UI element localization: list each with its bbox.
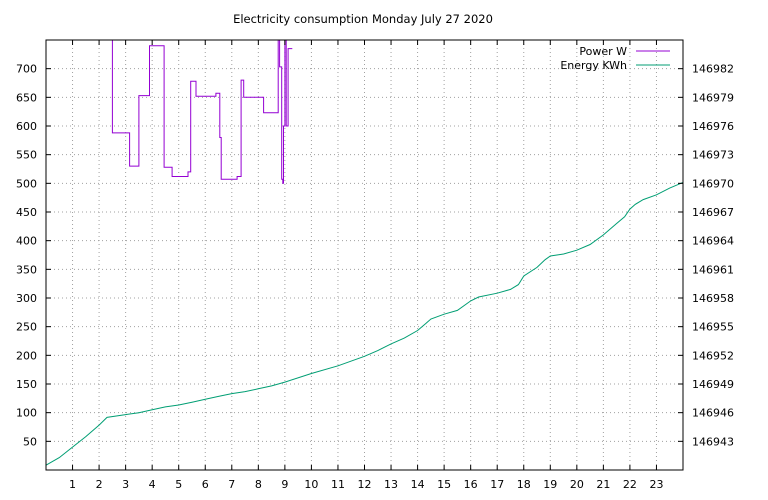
y2-tick-label: 146970 [692,177,734,190]
x-tick-label: 19 [543,478,557,491]
x-tick-label: 17 [490,478,504,491]
chart-title: Electricity consumption Monday July 27 2… [233,12,493,26]
y-tick-label: 50 [23,435,37,448]
y2-tick-label: 146949 [692,378,734,391]
y2-tick-label: 146952 [692,349,734,362]
y-tick-label: 700 [16,63,37,76]
y2-tick-label: 146946 [692,407,734,420]
y2-tick-label: 146979 [692,91,734,104]
x-tick-label: 1 [69,478,76,491]
y2-tick-label: 146967 [692,206,734,219]
grid [46,40,683,470]
x-tick-label: 5 [175,478,182,491]
x-tick-label: 6 [202,478,209,491]
x-tick-label: 7 [228,478,235,491]
x-tick-label: 10 [304,478,318,491]
y2-tick-label: 146982 [692,63,734,76]
legend-label: Power W [579,45,627,58]
x-tick-label: 2 [96,478,103,491]
x-tick-label: 21 [596,478,610,491]
x-tick-label: 23 [649,478,663,491]
legend-label: Energy KWh [560,59,627,72]
x-tick-label: 11 [331,478,345,491]
y2-tick-label: 146961 [692,263,734,276]
y-tick-label: 200 [16,349,37,362]
y-tick-label: 550 [16,149,37,162]
series-line-energy-kwh [45,181,684,466]
x-tick-label: 20 [570,478,584,491]
y-tick-label: 500 [16,177,37,190]
y-tick-label: 250 [16,321,37,334]
y-tick-label: 400 [16,235,37,248]
x-tick-label: 4 [149,478,156,491]
tick-labels: 1 2 3 4 5 6 7 8 9 10 11 12 13 14 15 16 17 18 19 20 21 22 23501… [16,63,734,491]
series-layer [45,39,684,466]
y2-tick-label: 146943 [692,435,734,448]
series-line-power-w [111,39,293,184]
x-tick-label: 13 [384,478,398,491]
y-tick-label: 100 [16,407,37,420]
y2-tick-label: 146973 [692,149,734,162]
x-tick-label: 12 [358,478,372,491]
x-tick-label: 14 [411,478,425,491]
y2-tick-label: 146958 [692,292,734,305]
y-tick-label: 450 [16,206,37,219]
x-tick-label: 15 [437,478,451,491]
x-tick-label: 3 [122,478,129,491]
y-tick-label: 150 [16,378,37,391]
x-tick-label: 16 [464,478,478,491]
y-tick-label: 350 [16,263,37,276]
y-tick-label: 650 [16,91,37,104]
ticks [46,40,683,470]
y2-tick-label: 146955 [692,321,734,334]
x-tick-label: 22 [623,478,637,491]
y-tick-label: 600 [16,120,37,133]
y2-tick-label: 146964 [692,235,734,248]
x-tick-label: 8 [255,478,262,491]
y2-tick-label: 146976 [692,120,734,133]
y-tick-label: 300 [16,292,37,305]
x-tick-label: 18 [517,478,531,491]
x-tick-label: 9 [281,478,288,491]
